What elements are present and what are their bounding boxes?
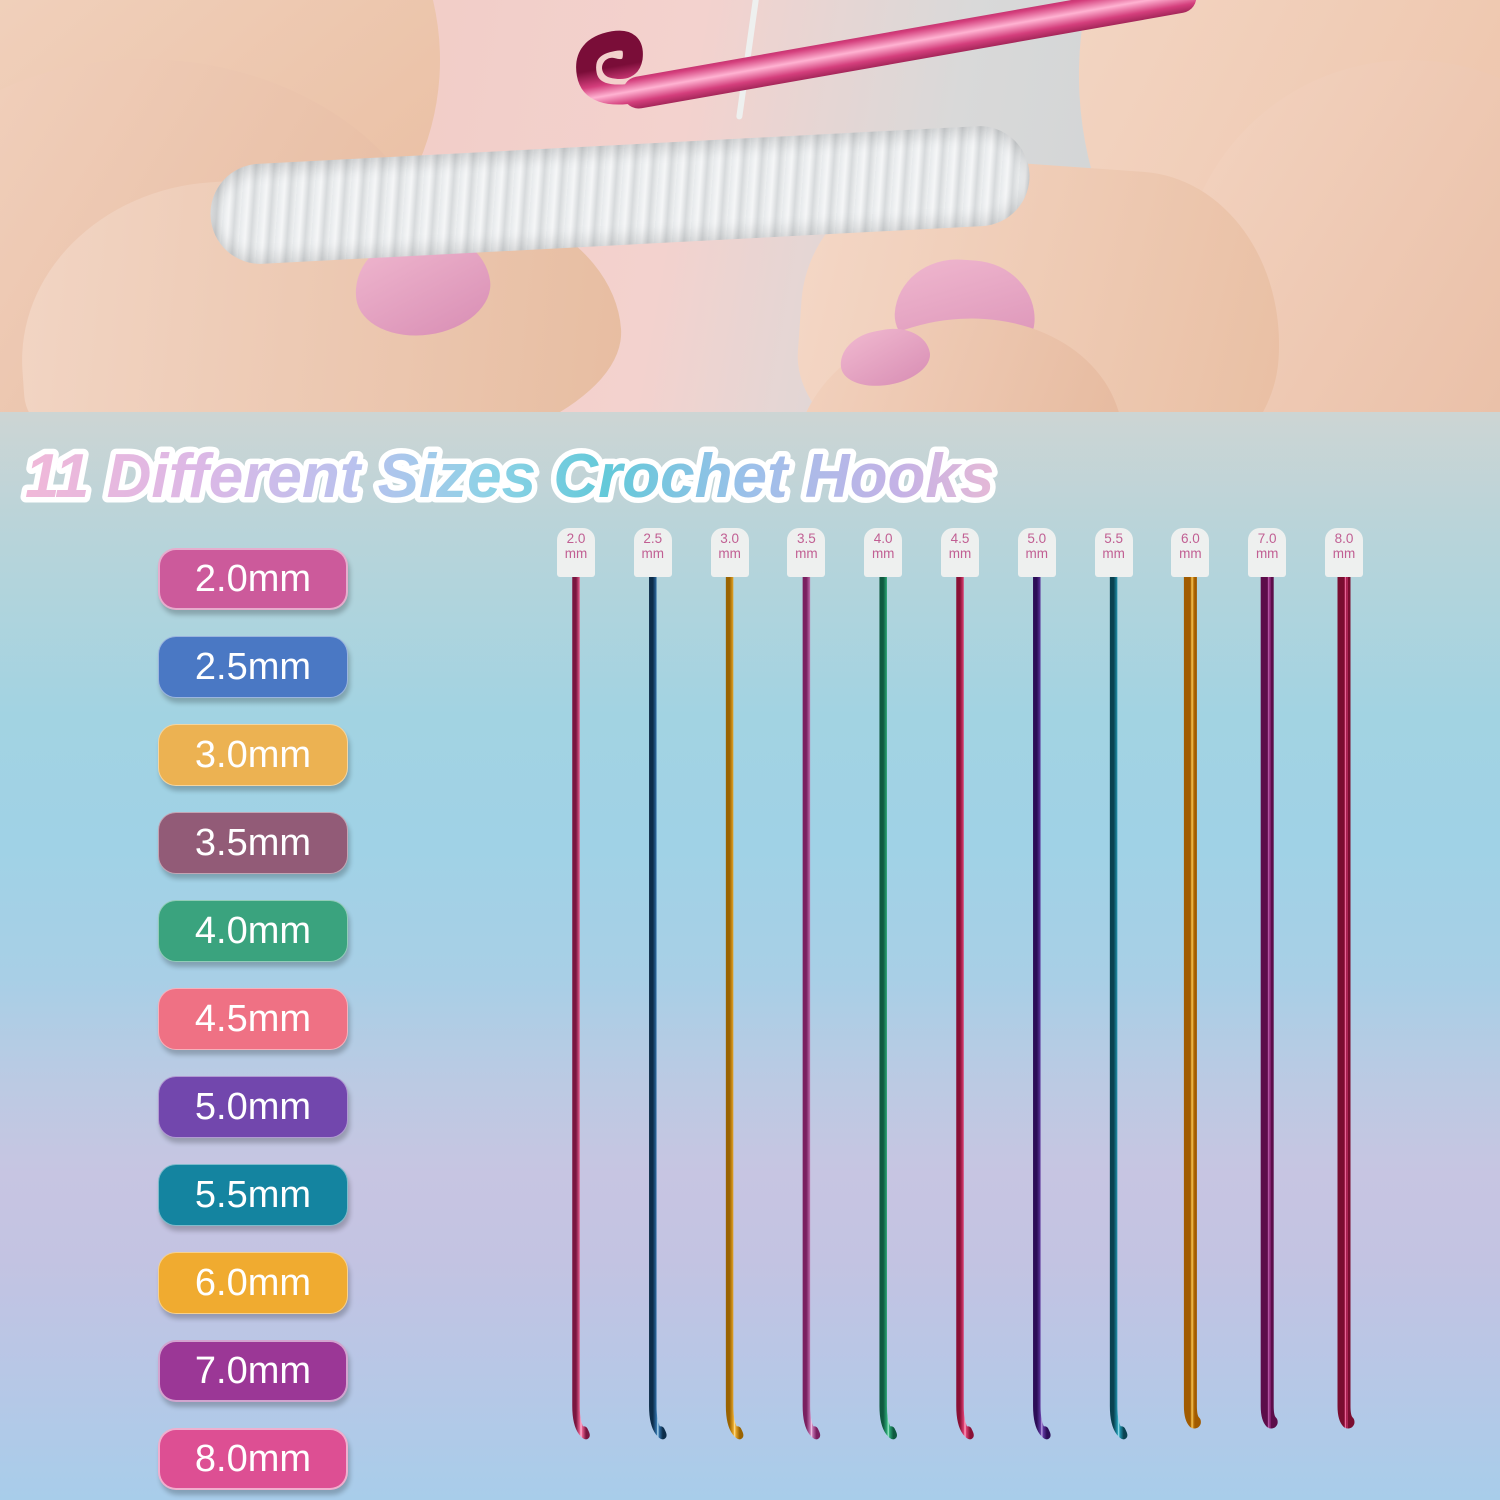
svg-text:11 Different Sizes Crochet Hoo: 11 Different Sizes Crochet Hooks (25, 442, 994, 511)
